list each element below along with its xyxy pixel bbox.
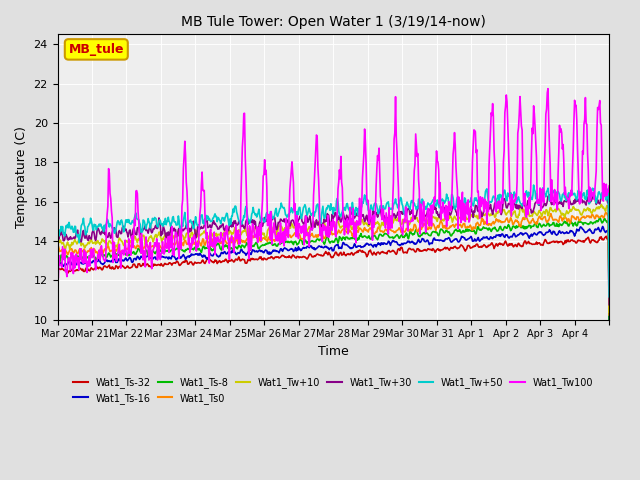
Wat1_Ts0 bbox=[605, 312, 613, 318]
Wat1_Tw+30 bbox=[605, 302, 613, 308]
Wat1_Ts-16 bbox=[54, 345, 61, 350]
Line: Wat1_Tw+50: Wat1_Tw+50 bbox=[58, 185, 609, 325]
Wat1_Tw+50 bbox=[54, 323, 61, 328]
Wat1_Ts-32 bbox=[220, 258, 227, 264]
Wat1_Tw+10 bbox=[118, 239, 126, 244]
Wat1_Ts-8 bbox=[421, 231, 429, 237]
Wat1_Tw100 bbox=[54, 238, 61, 243]
Wat1_Tw+30 bbox=[118, 225, 126, 231]
Wat1_Ts-32 bbox=[602, 233, 610, 239]
Wat1_Tw100 bbox=[221, 230, 228, 236]
Wat1_Tw+30 bbox=[54, 330, 61, 336]
Wat1_Tw100 bbox=[544, 86, 552, 92]
Wat1_Tw+50 bbox=[247, 217, 255, 223]
Wat1_Ts-16 bbox=[599, 224, 607, 229]
Line: Wat1_Ts-32: Wat1_Ts-32 bbox=[58, 236, 609, 352]
X-axis label: Time: Time bbox=[318, 345, 349, 358]
Wat1_Tw+50 bbox=[421, 206, 429, 212]
Wat1_Tw100 bbox=[248, 238, 255, 244]
Wat1_Tw+10 bbox=[421, 216, 429, 221]
Wat1_Ts-8 bbox=[118, 250, 126, 255]
Wat1_Ts0 bbox=[220, 238, 227, 244]
Wat1_Tw+50 bbox=[390, 200, 398, 206]
Text: MB_tule: MB_tule bbox=[68, 43, 124, 56]
Wat1_Ts-32 bbox=[390, 249, 398, 254]
Line: Wat1_Tw+30: Wat1_Tw+30 bbox=[58, 192, 609, 333]
Wat1_Ts-8 bbox=[268, 241, 276, 247]
Wat1_Ts-32 bbox=[118, 263, 126, 268]
Wat1_Ts-8 bbox=[596, 215, 604, 220]
Wat1_Tw100 bbox=[422, 229, 429, 235]
Wat1_Tw+50 bbox=[220, 215, 227, 221]
Wat1_Tw+10 bbox=[54, 330, 61, 336]
Wat1_Tw+30 bbox=[220, 226, 227, 232]
Wat1_Ts-32 bbox=[605, 327, 613, 333]
Wat1_Ts-8 bbox=[390, 235, 398, 240]
Line: Wat1_Ts-8: Wat1_Ts-8 bbox=[58, 217, 609, 345]
Wat1_Ts-32 bbox=[247, 256, 255, 262]
Line: Wat1_Tw+10: Wat1_Tw+10 bbox=[58, 204, 609, 333]
Wat1_Ts-32 bbox=[421, 247, 429, 252]
Wat1_Tw100 bbox=[391, 130, 399, 136]
Wat1_Tw+10 bbox=[247, 229, 255, 235]
Wat1_Tw+10 bbox=[597, 202, 605, 207]
Wat1_Ts-8 bbox=[605, 317, 613, 323]
Wat1_Tw+50 bbox=[605, 294, 613, 300]
Wat1_Ts-32 bbox=[268, 254, 276, 260]
Wat1_Tw100 bbox=[269, 230, 276, 236]
Wat1_Ts-16 bbox=[421, 239, 429, 244]
Wat1_Ts0 bbox=[247, 234, 255, 240]
Line: Wat1_Ts0: Wat1_Ts0 bbox=[58, 213, 609, 335]
Wat1_Tw+30 bbox=[247, 218, 255, 224]
Wat1_Tw100 bbox=[605, 183, 613, 189]
Wat1_Ts-16 bbox=[390, 238, 398, 244]
Wat1_Ts-8 bbox=[220, 242, 227, 248]
Wat1_Tw+50 bbox=[530, 182, 538, 188]
Wat1_Ts-32 bbox=[54, 349, 61, 355]
Wat1_Ts0 bbox=[421, 221, 429, 227]
Wat1_Tw+30 bbox=[390, 211, 398, 216]
Wat1_Tw100 bbox=[119, 248, 127, 253]
Wat1_Ts0 bbox=[390, 230, 398, 236]
Wat1_Tw+30 bbox=[268, 217, 276, 223]
Wat1_Tw+50 bbox=[268, 214, 276, 219]
Line: Wat1_Tw100: Wat1_Tw100 bbox=[58, 89, 609, 278]
Wat1_Ts-8 bbox=[54, 342, 61, 348]
Line: Wat1_Ts-16: Wat1_Ts-16 bbox=[58, 227, 609, 348]
Wat1_Tw+10 bbox=[220, 230, 227, 236]
Wat1_Ts0 bbox=[118, 248, 126, 254]
Wat1_Tw100 bbox=[54, 276, 62, 281]
Title: MB Tule Tower: Open Water 1 (3/19/14-now): MB Tule Tower: Open Water 1 (3/19/14-now… bbox=[181, 15, 486, 29]
Wat1_Ts-16 bbox=[605, 324, 613, 330]
Y-axis label: Temperature (C): Temperature (C) bbox=[15, 126, 28, 228]
Wat1_Ts0 bbox=[268, 237, 276, 242]
Legend: Wat1_Ts-32, Wat1_Ts-16, Wat1_Ts-8, Wat1_Ts0, Wat1_Tw+10, Wat1_Tw+30, Wat1_Tw+50,: Wat1_Ts-32, Wat1_Ts-16, Wat1_Ts-8, Wat1_… bbox=[70, 373, 597, 408]
Wat1_Tw+30 bbox=[602, 189, 609, 195]
Wat1_Ts-8 bbox=[247, 246, 255, 252]
Wat1_Ts-16 bbox=[268, 249, 276, 255]
Wat1_Tw+10 bbox=[390, 216, 398, 222]
Wat1_Tw+50 bbox=[118, 219, 126, 225]
Wat1_Ts0 bbox=[602, 210, 609, 216]
Wat1_Tw+10 bbox=[605, 309, 613, 315]
Wat1_Tw+30 bbox=[421, 214, 429, 219]
Wat1_Tw+10 bbox=[268, 229, 276, 235]
Wat1_Ts-16 bbox=[118, 257, 126, 263]
Wat1_Ts-16 bbox=[247, 252, 255, 257]
Wat1_Ts0 bbox=[54, 332, 61, 337]
Wat1_Ts-16 bbox=[220, 250, 227, 256]
